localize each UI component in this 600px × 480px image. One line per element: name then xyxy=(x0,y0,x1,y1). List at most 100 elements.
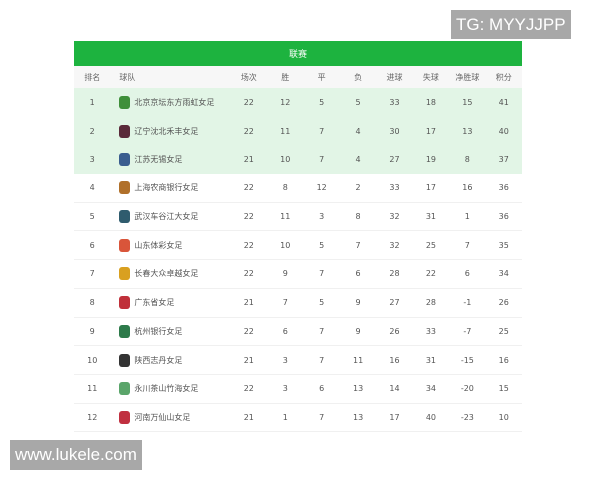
table-title: 联赛 xyxy=(74,41,522,66)
col-points: 积分 xyxy=(495,72,512,82)
team-cell: 山东体彩女足 xyxy=(110,238,230,252)
rank-cell: 5 xyxy=(89,212,95,222)
losses-cell: 9 xyxy=(355,326,361,336)
goals-against-cell: 19 xyxy=(425,155,437,165)
losses-cell: 4 xyxy=(355,155,361,165)
rank-cell: 12 xyxy=(87,412,98,422)
team-logo-icon xyxy=(119,267,131,281)
draws-cell: 5 xyxy=(319,97,325,107)
table-row[interactable]: 11 永川茶山竹海女足 22 3 6 13 14 34 -20 15 xyxy=(74,375,522,404)
table-row[interactable]: 7 长春大众卓越女足 22 9 7 6 28 22 6 34 xyxy=(74,260,522,289)
rank-cell: 1 xyxy=(89,97,95,107)
goal-diff-cell: 6 xyxy=(464,269,470,279)
team-name: 北京京坛东方雨虹女足 xyxy=(134,97,215,107)
team-cell: 河南万仙山女足 xyxy=(110,410,230,424)
team-logo-icon xyxy=(119,382,131,396)
table-row[interactable]: 2 辽宁沈北禾丰女足 22 11 7 4 30 17 13 40 xyxy=(74,116,522,146)
table-row[interactable]: 4 上海农商银行女足 22 8 12 2 33 17 16 36 xyxy=(74,174,522,203)
team-logo-icon xyxy=(119,95,131,109)
team-cell: 广东省女足 xyxy=(110,296,230,310)
losses-cell: 9 xyxy=(355,298,361,308)
goals-against-cell: 31 xyxy=(425,355,437,365)
wins-cell: 11 xyxy=(280,126,291,136)
draws-cell: 7 xyxy=(319,126,325,136)
team-cell: 陕西志丹女足 xyxy=(110,353,230,367)
played-cell: 21 xyxy=(243,155,254,165)
points-cell: 37 xyxy=(498,155,509,165)
team-cell: 武汉车谷江大女足 xyxy=(110,210,230,224)
team-logo-icon xyxy=(119,153,131,167)
goal-diff-cell: -15 xyxy=(460,355,474,365)
goals-against-cell: 34 xyxy=(425,384,437,394)
goals-for-cell: 33 xyxy=(389,183,400,193)
wins-cell: 10 xyxy=(280,240,291,250)
team-name: 广东省女足 xyxy=(134,298,175,308)
table-row[interactable]: 10 陕西志丹女足 21 3 7 11 16 31 -15 16 xyxy=(74,346,522,375)
goal-diff-cell: 7 xyxy=(464,240,470,250)
wins-cell: 11 xyxy=(280,212,291,222)
goals-for-cell: 32 xyxy=(389,240,400,250)
draws-cell: 5 xyxy=(319,298,325,308)
table-row[interactable]: 12 河南万仙山女足 21 1 7 13 17 40 -23 10 xyxy=(74,404,522,433)
played-cell: 22 xyxy=(243,269,254,279)
played-cell: 22 xyxy=(243,326,254,336)
points-cell: 34 xyxy=(498,269,509,279)
col-goals-against: 失球 xyxy=(422,72,439,82)
team-cell: 永川茶山竹海女足 xyxy=(110,382,230,396)
col-played: 场次 xyxy=(240,72,257,82)
table-row[interactable]: 6 山东体彩女足 22 10 5 7 32 25 7 35 xyxy=(74,231,522,261)
wins-cell: 9 xyxy=(282,269,288,279)
losses-cell: 6 xyxy=(355,269,361,279)
wins-cell: 7 xyxy=(282,298,288,308)
losses-cell: 7 xyxy=(355,240,361,250)
table-row[interactable]: 1 北京京坛东方雨虹女足 22 12 5 5 33 18 15 41 xyxy=(74,88,522,117)
col-goals-for: 进球 xyxy=(386,72,403,82)
team-name: 杭州银行女足 xyxy=(134,326,183,336)
goals-against-cell: 31 xyxy=(425,212,437,222)
watermark-telegram: TG: MYYJJPP xyxy=(451,10,571,39)
rank-cell: 4 xyxy=(89,183,95,193)
wins-cell: 1 xyxy=(282,412,288,422)
table-row[interactable]: 9 杭州银行女足 22 6 7 9 26 33 -7 25 xyxy=(74,318,522,347)
goal-diff-cell: 13 xyxy=(462,126,473,136)
col-draws: 平 xyxy=(317,72,326,82)
draws-cell: 6 xyxy=(319,384,325,394)
losses-cell: 13 xyxy=(352,384,364,394)
losses-cell: 13 xyxy=(352,412,364,422)
col-team: 球队 xyxy=(119,72,136,82)
team-cell: 江苏无锡女足 xyxy=(110,153,230,167)
col-rank: 排名 xyxy=(84,72,101,82)
wins-cell: 3 xyxy=(282,384,288,394)
table-row[interactable]: 5 武汉车谷江大女足 22 11 3 8 32 31 1 36 xyxy=(74,203,522,232)
draws-cell: 7 xyxy=(319,155,325,165)
goal-diff-cell: 16 xyxy=(462,183,473,193)
draws-cell: 7 xyxy=(319,412,325,422)
rank-cell: 3 xyxy=(89,155,95,165)
points-cell: 41 xyxy=(498,97,509,107)
goals-for-cell: 27 xyxy=(389,155,400,165)
played-cell: 22 xyxy=(243,183,254,193)
played-cell: 21 xyxy=(243,298,254,308)
points-cell: 15 xyxy=(498,384,509,394)
table-row[interactable]: 8 广东省女足 21 7 5 9 27 28 -1 26 xyxy=(74,289,522,318)
draws-cell: 7 xyxy=(319,355,325,365)
goals-for-cell: 14 xyxy=(389,384,400,394)
wins-cell: 3 xyxy=(282,355,288,365)
goal-diff-cell: -23 xyxy=(460,412,474,422)
team-name: 武汉车谷江大女足 xyxy=(134,212,199,222)
wins-cell: 10 xyxy=(280,155,291,165)
table-row[interactable]: 3 江苏无锡女足 21 10 7 4 27 19 8 37 xyxy=(74,145,522,175)
goals-against-cell: 17 xyxy=(425,126,437,136)
rank-cell: 9 xyxy=(89,326,95,336)
losses-cell: 4 xyxy=(355,126,361,136)
draws-cell: 7 xyxy=(319,326,325,336)
goals-against-cell: 18 xyxy=(425,97,437,107)
goals-against-cell: 28 xyxy=(425,298,437,308)
points-cell: 25 xyxy=(498,326,509,336)
goal-diff-cell: 15 xyxy=(462,97,473,107)
played-cell: 22 xyxy=(243,384,254,394)
team-logo-icon xyxy=(119,353,131,367)
goals-for-cell: 32 xyxy=(389,212,400,222)
goals-for-cell: 27 xyxy=(389,298,400,308)
rank-cell: 6 xyxy=(89,240,95,250)
